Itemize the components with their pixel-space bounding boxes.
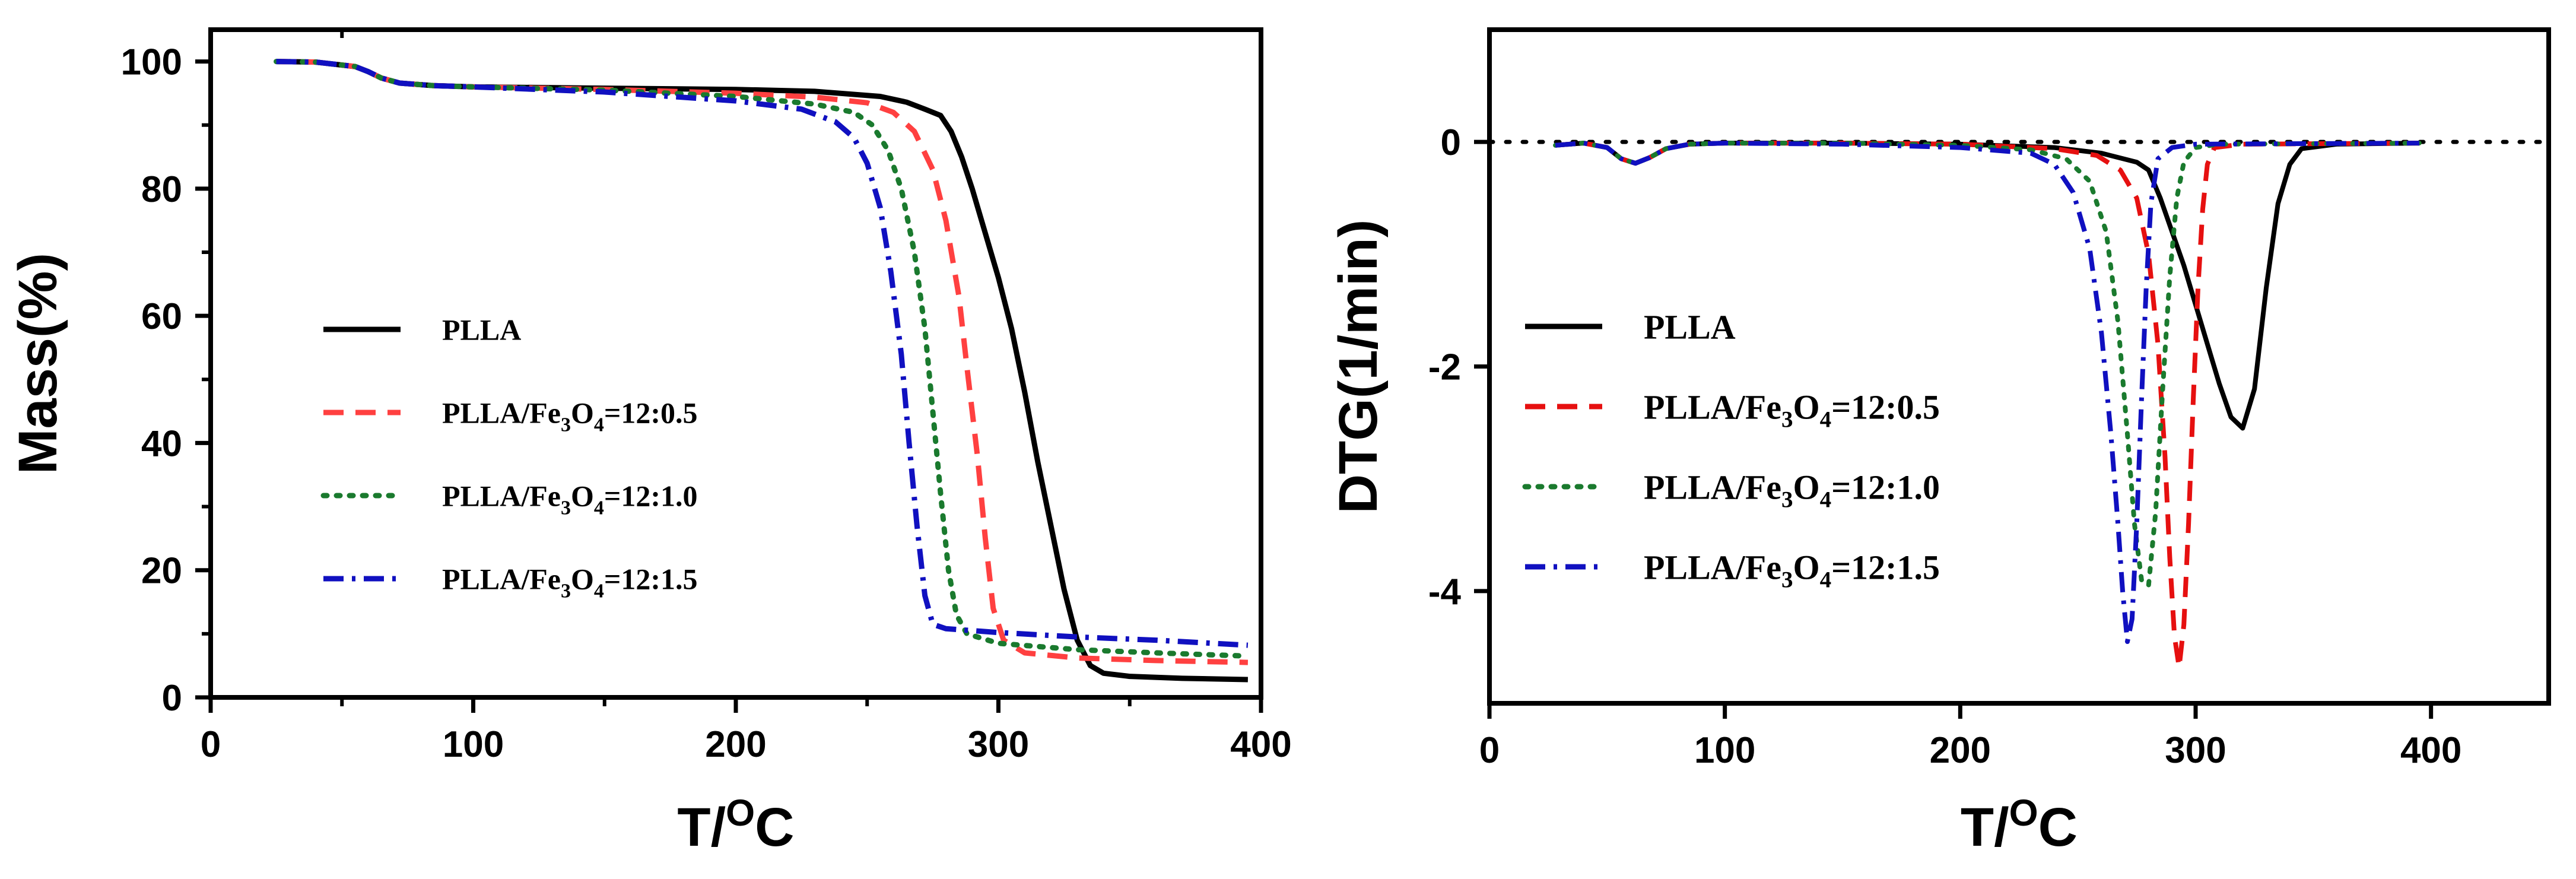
dtg-plot-frame bbox=[1487, 27, 2551, 706]
dtg-series-group bbox=[1553, 141, 2422, 670]
dtg-y-tick-label: -2 bbox=[1428, 347, 1461, 388]
mass-series-line-4 bbox=[276, 59, 1249, 648]
mass-y-tick-label: 20 bbox=[141, 551, 182, 592]
mass-x-tick-label: 300 bbox=[968, 724, 1029, 765]
mass-chart: 0 100 200 300 400 0 20 40 60 80 100 T/OC Mass(%) PLLA… bbox=[8, 27, 1292, 858]
mass-y-tick-label: 60 bbox=[141, 296, 182, 337]
mass-plot-frame bbox=[208, 27, 1263, 700]
dtg-y-tick-label: 0 bbox=[1441, 122, 1461, 163]
dtg-x-tick-label: 100 bbox=[1694, 730, 1755, 771]
legend-label-1: PLLA bbox=[442, 313, 521, 347]
legend-label-1: PLLA bbox=[1644, 307, 1736, 346]
dtg-x-tick-label: 200 bbox=[1930, 730, 1991, 771]
dtg-x-tick-label: 0 bbox=[1479, 730, 1500, 771]
mass-y-tick-label: 0 bbox=[162, 678, 182, 719]
dtg-series-line-1 bbox=[1555, 141, 2419, 431]
mass-series-line-3 bbox=[274, 59, 1251, 659]
mass-series-group bbox=[274, 59, 1251, 683]
dtg-series-line-3 bbox=[1553, 141, 2422, 588]
dtg-y-axis-title: DTG(1/min) bbox=[1328, 220, 1389, 514]
dtg-series-line-4 bbox=[1555, 141, 2419, 644]
mass-series-line-1 bbox=[276, 59, 1248, 683]
legend-label-2: PLLA/Fe3O4=12:0.5 bbox=[1644, 388, 1940, 432]
dtg-legend: PLLA PLLA/Fe3O4=12:0.5 PLLA/Fe3O4=12:1.0 PL… bbox=[1522, 307, 1940, 592]
dtg-x-tick-label: 400 bbox=[2400, 730, 2461, 771]
mass-y-axis-title: Mass(%) bbox=[8, 253, 68, 474]
mass-x-tick-label: 200 bbox=[705, 724, 766, 765]
dtg-x-tick-label: 300 bbox=[2165, 730, 2226, 771]
mass-legend: PLLA PLLA/Fe3O4=12:0.5 PLLA/Fe3O4=12:1.0 PL… bbox=[320, 313, 698, 602]
legend-label-4: PLLA/Fe3O4=12:1.5 bbox=[1644, 548, 1940, 592]
mass-x-tick-label: 0 bbox=[201, 724, 221, 765]
dtg-y-tick-label: -4 bbox=[1428, 572, 1462, 613]
mass-y-tick-label: 100 bbox=[121, 42, 182, 83]
dtg-x-axis-title: T/OC bbox=[1961, 792, 2078, 858]
mass-x-tick-label: 100 bbox=[443, 724, 504, 765]
mass-y-tick-label: 40 bbox=[141, 423, 182, 464]
mass-x-axis-title: T/OC bbox=[677, 792, 794, 858]
mass-y-tick-label: 80 bbox=[141, 169, 182, 210]
legend-label-2: PLLA/Fe3O4=12:0.5 bbox=[442, 396, 698, 436]
mass-series-line-2 bbox=[276, 59, 1248, 665]
legend-label-3: PLLA/Fe3O4=12:1.0 bbox=[442, 480, 698, 519]
legend-label-4: PLLA/Fe3O4=12:1.5 bbox=[442, 563, 698, 602]
mass-x-tick-label: 400 bbox=[1230, 724, 1291, 765]
legend-label-3: PLLA/Fe3O4=12:1.0 bbox=[1644, 468, 1940, 512]
